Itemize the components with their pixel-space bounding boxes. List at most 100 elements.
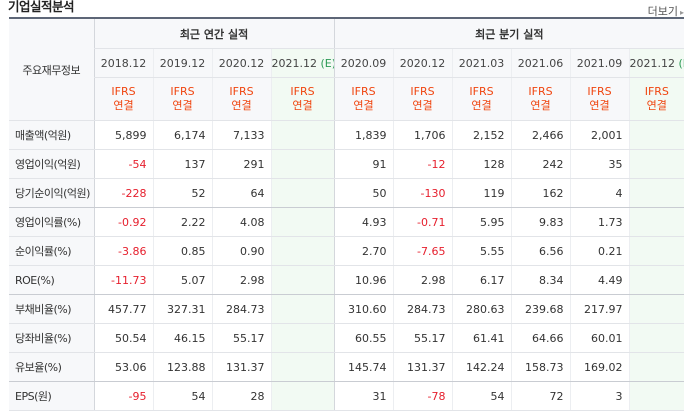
table-top-border [9, 17, 684, 19]
value-cell: 6,174 [152, 120, 212, 150]
value-cell: 457.77 [93, 294, 153, 324]
period-header: 2021.06 [510, 48, 571, 78]
value-cell: 52 [152, 178, 212, 208]
ifrs-label: IFRS [229, 85, 254, 98]
value-cell: 3 [569, 381, 630, 411]
value-cell: 2,001 [569, 120, 630, 150]
table-row: 영업이익률(%) -0.92 2.22 4.08 4.93 -0.71 5.95 9.83 1.… [9, 207, 685, 237]
consolidated-label: 연결 [530, 99, 551, 112]
value-cell: 55.17 [392, 323, 453, 353]
value-cell: 280.63 [451, 294, 512, 324]
period-row: 2018.12 2019.12 2020.12 2021.12 (E) 2020.09 2… [9, 48, 685, 78]
period-header: 2021.12 (E) [628, 48, 685, 78]
value-cell: 31 [333, 381, 394, 411]
value-cell: 1,839 [333, 120, 394, 150]
value-cell [628, 120, 685, 150]
value-cell: 5.07 [152, 265, 212, 295]
table-row: 유보율(%) 53.06 123.88 131.37 145.74 131.37 142.2… [9, 352, 685, 382]
ifrs-badge: IFRS 연결 [333, 77, 394, 121]
value-cell: -54 [93, 149, 153, 179]
value-cell: -228 [93, 178, 153, 208]
ifrs-label: IFRS [111, 85, 136, 98]
value-cell: 310.60 [333, 294, 394, 324]
value-cell: 50 [333, 178, 394, 208]
value-cell [628, 178, 685, 208]
value-cell: 8.34 [510, 265, 571, 295]
value-cell: 50.54 [93, 323, 153, 353]
ifrs-label: IFRS [351, 85, 376, 98]
value-cell: 0.85 [152, 236, 212, 266]
value-cell: -78 [392, 381, 453, 411]
header-group-row: 주요재무정보 최근 연간 실적 최근 분기 실적 [9, 19, 685, 121]
value-cell: 4.49 [569, 265, 630, 295]
value-cell: 0.90 [211, 236, 271, 266]
value-cell: 4.08 [211, 207, 271, 237]
value-cell: 4 [569, 178, 630, 208]
value-cell: -12 [392, 149, 453, 179]
period-header: 2018.12 [93, 48, 153, 78]
row-label: 당기순이익(억원) [9, 178, 94, 208]
value-cell: 5.55 [451, 236, 512, 266]
value-cell: 55.17 [211, 323, 271, 353]
value-cell: 61.41 [451, 323, 512, 353]
value-cell: 5.95 [451, 207, 512, 237]
consolidated-label: 연결 [646, 99, 667, 112]
value-cell: 327.31 [152, 294, 212, 324]
value-cell: -95 [93, 381, 153, 411]
period-header: 2021.12 (E) [270, 48, 335, 78]
row-label: 유보율(%) [9, 352, 94, 382]
ifrs-label: IFRS [587, 85, 612, 98]
value-cell: 169.02 [569, 352, 630, 382]
value-cell: 242 [510, 149, 571, 179]
chevron-right-icon: ▸ [679, 8, 684, 17]
annual-group-header: 최근 연간 실적 [93, 19, 335, 49]
consolidated-label: 연결 [231, 99, 252, 112]
value-cell [628, 294, 685, 324]
value-cell [270, 381, 335, 411]
value-cell [628, 323, 685, 353]
quarter-group-header: 최근 분기 실적 [333, 19, 685, 49]
period-label: 2020.12 [218, 56, 265, 70]
ifrs-label: IFRS [528, 85, 553, 98]
ifrs-badge: IFRS 연결 [451, 77, 512, 121]
table-row: 영업이익(억원) -54 137 291 91 -12 128 242 35 [9, 149, 685, 179]
value-cell [628, 149, 685, 179]
value-cell: -3.86 [93, 236, 153, 266]
value-cell: 123.88 [152, 352, 212, 382]
section-title: 기업실적분석 [8, 0, 75, 14]
row-label: 당좌비율(%) [9, 323, 94, 353]
period-label: 2021.12 [629, 56, 676, 70]
value-cell: 35 [569, 149, 630, 179]
period-label: 2021.12 [271, 56, 317, 70]
period-header: 2019.12 [152, 48, 212, 78]
value-cell: 10.96 [333, 265, 394, 295]
value-cell [270, 178, 335, 208]
more-link[interactable]: 더보기 ▸ [648, 3, 684, 19]
value-cell [270, 149, 335, 179]
value-cell: 60.01 [569, 323, 630, 353]
row-label: 영업이익률(%) [9, 207, 94, 237]
table-row: 순이익률(%) -3.86 0.85 0.90 2.70 -7.65 5.55 6.56 0.2… [9, 236, 685, 266]
consolidated-label: 연결 [113, 99, 134, 112]
value-cell: 54 [451, 381, 512, 411]
ifrs-badge: IFRS 연결 [569, 77, 630, 121]
value-cell [628, 381, 685, 411]
consolidated-label: 연결 [353, 99, 374, 112]
value-cell: 2.22 [152, 207, 212, 237]
value-cell [270, 352, 335, 382]
value-cell [628, 207, 685, 237]
ifrs-label: IFRS [170, 85, 195, 98]
value-cell: 6.56 [510, 236, 571, 266]
ifrs-badge: IFRS 연결 [211, 77, 271, 121]
period-label: 2019.12 [159, 56, 206, 70]
value-cell: -7.65 [392, 236, 453, 266]
row-label: EPS(원) [9, 381, 94, 411]
row-label: 매출액(억원) [9, 120, 94, 150]
consolidated-label: 연결 [292, 99, 313, 112]
consolidated-label: 연결 [471, 99, 492, 112]
value-cell: 54 [152, 381, 212, 411]
more-link-label: 더보기 [647, 5, 678, 18]
ifrs-badge: IFRS 연결 [93, 77, 153, 121]
value-cell: 158.73 [510, 352, 571, 382]
table-row: 당좌비율(%) 50.54 46.15 55.17 60.55 55.17 61.41 64.… [9, 323, 685, 353]
